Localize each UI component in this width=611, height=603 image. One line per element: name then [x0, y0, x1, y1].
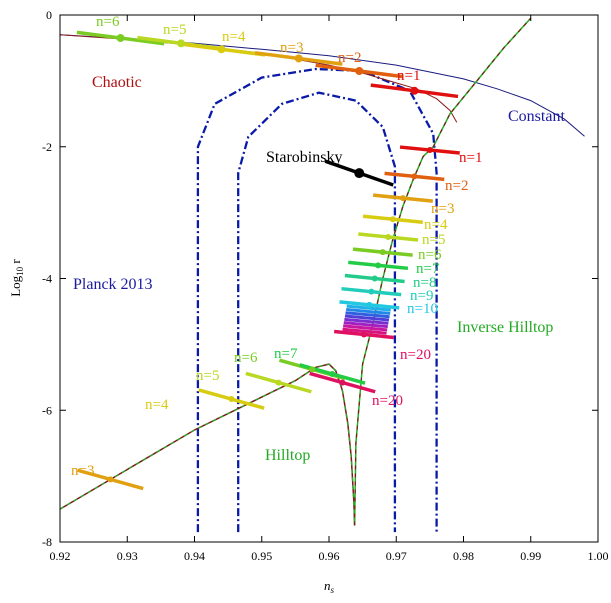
inverse-n6-label: n=6 [418, 247, 442, 263]
inverse-hilltop-point-n=8 [371, 275, 378, 282]
hilltop-point-n=3 [107, 476, 114, 483]
chaotic-point-n=5 [177, 39, 186, 48]
inverse-hilltop-point-n=2 [411, 173, 418, 180]
x-tick-label-0.97: 0.97 [386, 549, 407, 563]
hilltop-point-n=20 [339, 379, 346, 386]
inverse-hilltop-point-n=20 [360, 331, 367, 338]
chaotic-point-n=2 [355, 66, 364, 75]
x-axis-label: ns [324, 578, 335, 595]
x-tick-label-0.94: 0.94 [184, 549, 205, 563]
axis-ticks: 0.92 0.93 0.94 0.95 0.96 0.97 0.98 0.99 1.00 -8 -6… [42, 8, 609, 563]
inverse-hilltop-point-n=6 [379, 249, 386, 256]
hilltop-n3-label: n=3 [71, 463, 94, 479]
y-tick-label--4: -4 [42, 272, 52, 286]
inverse-hilltop-bar-n16 [343, 321, 388, 329]
chaotic-label: Chaotic [92, 74, 142, 91]
inverse-n3-label: n=3 [431, 201, 454, 217]
hilltop-point-n=7 [329, 371, 336, 378]
hilltop-point-n=5 [275, 379, 282, 386]
hilltop-point-n=6 [309, 366, 316, 373]
chaotic-n4-label: n=4 [222, 29, 246, 45]
inverse-hilltop-bar-n12 [346, 307, 391, 315]
chaotic-n1-label: n=1 [397, 68, 420, 84]
hilltop-n7-label: n=7 [274, 346, 298, 362]
y-tick-label--2: -2 [42, 140, 52, 154]
hilltop-n4-label: n=4 [145, 397, 169, 413]
inverse-hilltop-label: Inverse Hilltop [457, 319, 553, 336]
chaotic-point-n=1 [410, 86, 419, 95]
inverse-hilltop-point-n=1 [426, 147, 433, 154]
hilltop-point-n=4 [228, 396, 235, 403]
planck-1sigma-contour [237, 91, 397, 533]
inverse-hilltop-bar-n18 [342, 327, 387, 335]
x-tick-label-0.99: 0.99 [520, 549, 541, 563]
prediction-points [107, 34, 433, 483]
y-tick-label-0: 0 [46, 8, 52, 22]
hilltop-n20-label: n=20 [372, 393, 403, 409]
inverse-hilltop-point-n=10 [366, 301, 373, 308]
constant-label: Constant [508, 108, 565, 125]
chaotic-n2-label: n=2 [338, 50, 361, 66]
inverse-hilltop-point-n=3 [399, 195, 406, 202]
x-tick-label-1.00: 1.00 [588, 549, 609, 563]
inverse-n1-label: n=1 [459, 150, 482, 166]
inverse-n20-label: n=20 [400, 347, 431, 363]
inverse-hilltop-point-n=5 [385, 233, 392, 240]
inverse-hilltop-point-n=4 [389, 216, 396, 223]
inverse-n9-label: n=9 [410, 288, 433, 304]
hilltop-n5-label: n=5 [196, 368, 219, 384]
inverse-n8-label: n=8 [413, 275, 436, 291]
inverse-hilltop-bar-n13 [345, 311, 390, 319]
inverse-hilltop-bar-n17 [343, 324, 388, 332]
inverse-hilltop-point-n=7 [375, 262, 382, 269]
starobinsky-label: Starobinsky [266, 149, 342, 166]
inverse-hilltop-point-n=9 [368, 288, 375, 295]
x-tick-label-0.93: 0.93 [117, 549, 138, 563]
inverse-n2-label: n=2 [445, 178, 468, 194]
chaotic-n6-label: n=6 [96, 14, 120, 30]
inverse-hilltop-bar-n14 [344, 314, 390, 322]
inverse-hilltop-bar-n11 [346, 304, 391, 312]
hilltop-curve-dash [59, 363, 356, 526]
hilltop-label: Hilltop [265, 447, 310, 464]
chaotic-n5-label: n=5 [163, 22, 186, 38]
inverse-hilltop-bar-n15 [344, 317, 389, 325]
inverse-n5-label: n=5 [422, 232, 445, 248]
x-tick-label-0.95: 0.95 [251, 549, 272, 563]
chaotic-n3-label: n=3 [280, 40, 303, 56]
chaotic-point-n=6 [116, 34, 125, 43]
y-tick-label--6: -6 [42, 403, 52, 417]
chaotic-point-n=4 [217, 45, 226, 54]
chaotic-point-n=3 [294, 54, 303, 63]
inverse-hilltop-curve-dash [354, 17, 532, 526]
y-axis-label: Log10 r [8, 259, 25, 297]
x-tick-label-0.98: 0.98 [453, 549, 474, 563]
inverse-n4-label: n=4 [424, 217, 448, 233]
inverse-n7-label: n=7 [416, 261, 440, 277]
starobinsky-point-point [354, 168, 365, 179]
planck-label: Planck 2013 [73, 276, 153, 293]
hilltop-n6-label: n=6 [234, 350, 258, 366]
inverse-n10-label: n=10 [407, 301, 438, 317]
x-tick-label-0.92: 0.92 [50, 549, 71, 563]
x-tick-label-0.96: 0.96 [319, 549, 340, 563]
y-tick-label--8: -8 [42, 535, 52, 549]
